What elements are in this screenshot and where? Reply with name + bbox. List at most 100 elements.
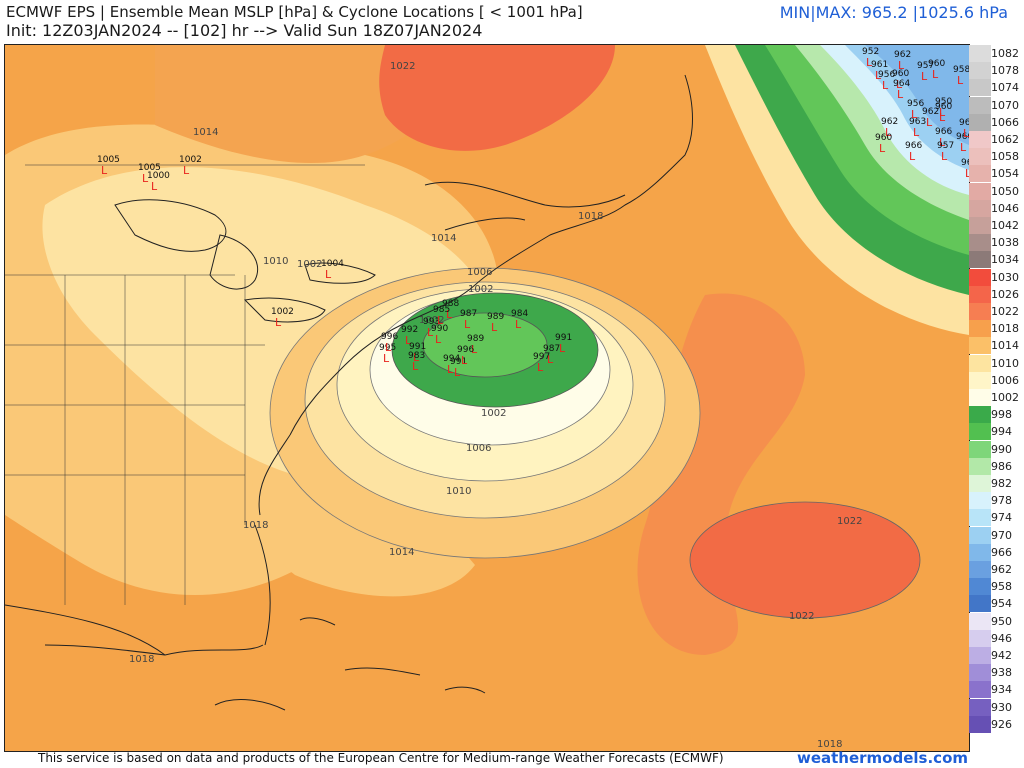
legend-swatch xyxy=(969,492,991,510)
cyclone-pressure-label: 988 xyxy=(442,299,459,309)
legend-entry: 1062 xyxy=(969,131,1019,148)
cyclone-low-marker: L xyxy=(960,141,967,154)
cyclone-low-marker: L xyxy=(932,68,939,81)
legend-swatch xyxy=(969,268,991,286)
legend-label: 938 xyxy=(991,666,1012,680)
legend-label: 974 xyxy=(991,511,1012,525)
cyclone-pressure-label: 996 xyxy=(381,332,398,342)
cyclone-pressure-label: 991 xyxy=(555,333,572,343)
legend-swatch xyxy=(969,337,991,355)
isobar-label: 1010 xyxy=(263,256,288,267)
isobar-label: 1010 xyxy=(446,486,471,497)
isobar-label: 1022 xyxy=(837,516,862,527)
legend-swatch xyxy=(969,79,991,97)
legend-swatch xyxy=(969,475,991,492)
legend-label: 1022 xyxy=(991,305,1019,318)
legend-entry: 954 xyxy=(969,595,1019,613)
cyclone-low-marker: L xyxy=(939,106,946,119)
legend-label: 1074 xyxy=(991,81,1019,95)
legend-entry: 946 xyxy=(969,629,1019,647)
legend-entry: 982 xyxy=(969,475,1019,492)
legend-label: 986 xyxy=(991,459,1012,473)
cyclone-low-marker: L xyxy=(939,111,946,124)
cyclone-low-marker: L xyxy=(957,74,964,87)
cyclone-pressure-label: 960 xyxy=(935,102,952,112)
legend-entry: 986 xyxy=(969,457,1019,475)
cyclone-pressure-label: 957 xyxy=(917,61,934,71)
legend-entry: 938 xyxy=(969,664,1019,682)
cyclone-pressure-label: 990 xyxy=(431,324,448,334)
legend-entry: 974 xyxy=(969,509,1019,527)
cyclone-low-marker: L xyxy=(447,363,454,376)
coast-gulf xyxy=(5,434,291,656)
high-atlantic xyxy=(689,501,921,619)
legend-swatch xyxy=(969,647,991,664)
legend-entry: 1026 xyxy=(969,285,1019,303)
legend-swatch xyxy=(969,681,991,699)
legend-entry: 966 xyxy=(969,543,1019,561)
cyclone-pressure-label: 958 xyxy=(953,65,969,75)
legend-swatch xyxy=(969,45,991,62)
cyclone-pressure-label: 966 xyxy=(935,127,952,137)
cyclone-low-marker: L xyxy=(879,142,886,155)
cyclone-low-marker: L xyxy=(464,318,471,331)
legend-swatch xyxy=(969,629,991,647)
state-borders xyxy=(5,164,365,605)
cyclone-pressure-label: 962 xyxy=(922,107,939,117)
legend-entry: 998 xyxy=(969,406,1019,424)
legend-swatch xyxy=(969,543,991,561)
pressure-legend: 1082 1078 1074 1070 1066 1062 1058 1054 1050 1046… xyxy=(969,45,1019,750)
legend-entry: 1074 xyxy=(969,79,1019,97)
cyclone-pressure-label: 1000 xyxy=(147,171,170,181)
legend-swatch xyxy=(969,664,991,682)
cyclone-low-marker: L xyxy=(909,150,916,163)
coastlines xyxy=(5,74,693,711)
cyclone-pressure-label: 1002 xyxy=(271,307,294,317)
cyclone-low-marker: L xyxy=(437,314,444,327)
cyclone-pressure-label: 994 xyxy=(443,354,460,364)
legend-entry: 1038 xyxy=(969,234,1019,252)
cyclone-low-marker: L xyxy=(275,316,282,329)
cyclone-pressure-label: 1005 xyxy=(138,163,161,173)
legend-label: 970 xyxy=(991,528,1012,542)
cyclone-low-marker: L xyxy=(385,341,392,354)
cyclone-low-marker: L xyxy=(885,126,892,139)
cyclone-low-marker: L xyxy=(151,180,158,193)
legend-label: 1082 xyxy=(991,47,1019,60)
site-link[interactable]: weathermodels.com xyxy=(796,749,968,767)
cyclone-low-marker: L xyxy=(325,268,332,281)
cyclone-pressure-label: 963 xyxy=(909,117,926,127)
legend-label: 942 xyxy=(991,649,1012,662)
isobar-label: 1022 xyxy=(789,611,814,622)
legend-label: 994 xyxy=(991,425,1012,439)
cyclone-pressure-label: 960 xyxy=(956,132,969,142)
cyclone-low-marker: L xyxy=(101,164,108,177)
cyclone-low-marker: L xyxy=(515,318,522,331)
isobar-label: 1002 xyxy=(419,315,444,326)
legend-label: 934 xyxy=(991,683,1012,697)
cyclone-low-marker: L xyxy=(898,59,905,72)
cyclone-low-marker: L xyxy=(491,321,498,334)
legend-entry: 1034 xyxy=(969,251,1019,269)
legend-entry: 958 xyxy=(969,578,1019,596)
legend-entry: 994 xyxy=(969,423,1019,441)
legend-entry: 950 xyxy=(969,612,1019,630)
cyclone-pressure-label: 962 xyxy=(894,50,911,60)
legend-label: 1026 xyxy=(991,287,1019,301)
cyclone-pressure-label: 989 xyxy=(487,312,504,322)
cyclone-pressure-label: 952 xyxy=(862,47,879,57)
legend-entry: 990 xyxy=(969,440,1019,458)
legend-entry: 1022 xyxy=(969,303,1019,320)
legend-swatch xyxy=(969,595,991,613)
legend-entry: 942 xyxy=(969,647,1019,664)
legend-entry: 962 xyxy=(969,561,1019,578)
legend-swatch xyxy=(969,389,991,406)
cyclone-pressure-label: 962 xyxy=(881,117,898,127)
isobar-label: 1018 xyxy=(129,654,154,665)
legend-swatch xyxy=(969,578,991,596)
legend-label: 926 xyxy=(991,717,1012,731)
cyclone-pressure-label: 996 xyxy=(457,345,474,355)
cyclone-pressure-label: 985 xyxy=(433,305,450,315)
legend-swatch xyxy=(969,561,991,578)
deep-low-band-7 xyxy=(865,45,969,145)
